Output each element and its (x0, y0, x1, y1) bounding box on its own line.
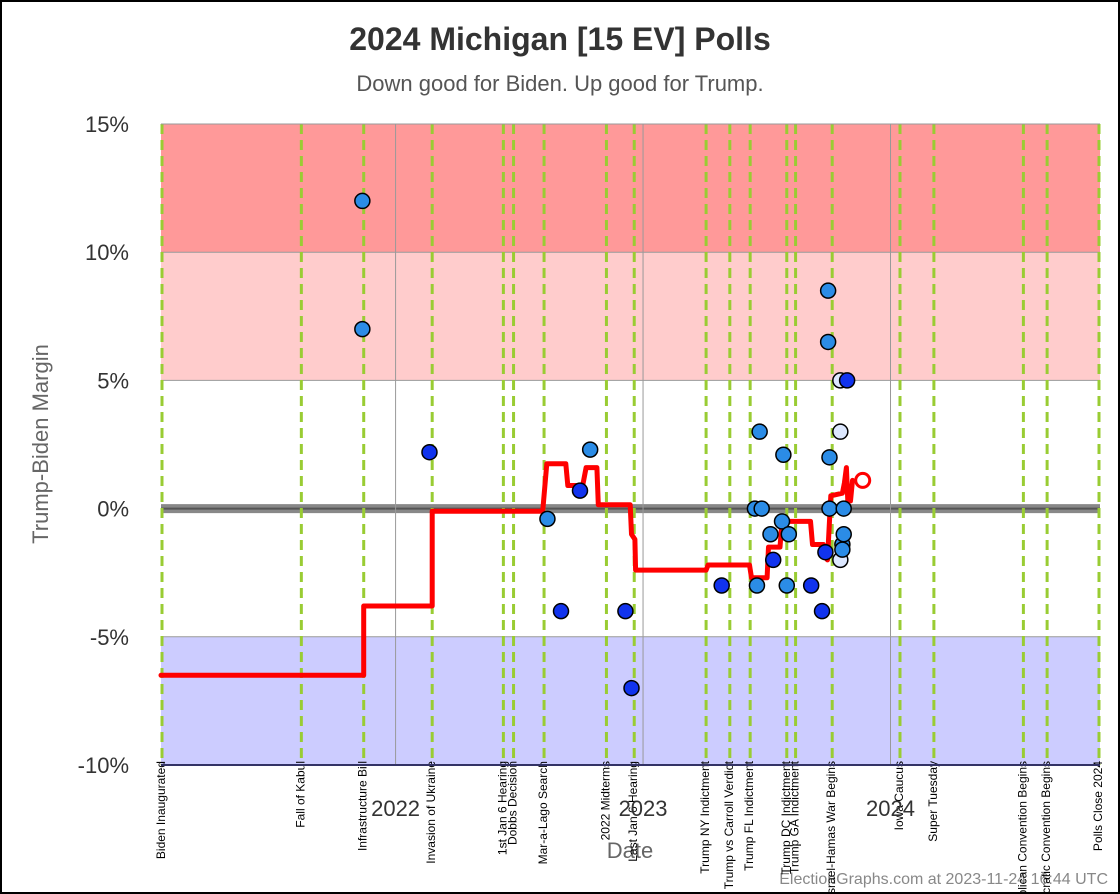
poll-point (751, 423, 768, 440)
y-tick-label: -5% (90, 625, 129, 650)
y-tick-label: -10% (78, 753, 129, 778)
y-tick-label: 0% (97, 497, 129, 522)
poll-point (713, 577, 730, 594)
poll-point (819, 282, 837, 299)
poll-point (802, 577, 820, 594)
margin-band (161, 124, 1100, 253)
poll-point (819, 333, 837, 351)
event-label: Mar-a-Lago Search (536, 761, 550, 864)
event-label: Fall of Kabul (293, 761, 307, 828)
y-tick-label: 5% (97, 368, 129, 393)
margin-band (161, 636, 1100, 765)
margin-bands (161, 124, 1100, 765)
poll-point (762, 525, 779, 543)
poll-point (581, 441, 599, 458)
event-label: Biden Inaugurated (154, 761, 168, 859)
event-label: 1st Jan 6 Hearing (495, 761, 509, 855)
poll-point (571, 482, 589, 499)
event-label: Trump DC Indictment (779, 760, 793, 874)
event-label: Democratic Convention Begins (1039, 761, 1053, 894)
axes: 15% 10% 5% 0% -5% -10% 2022 2023 2024 (78, 112, 1100, 821)
poll-point (835, 500, 852, 517)
poll-point (354, 320, 371, 338)
event-label: Trump FL Indictment (742, 760, 756, 870)
poll-point (838, 372, 856, 389)
event-label: 2022 Midterms (598, 761, 612, 840)
event-label: Super Tuesday (926, 761, 940, 842)
event-label: Trump NY Indictment (698, 760, 712, 873)
poll-point (539, 510, 556, 528)
event-label: Israel-Hamas War Begins (824, 761, 838, 894)
credit-text: ElectionGraphs.com at 2023-11-24 16:44 U… (779, 871, 1108, 888)
poll-points (354, 192, 856, 697)
event-label: Trump GA Indictment (788, 760, 802, 874)
event-lines: Biden Inaugurated Fall of Kabul Infrastruc… (154, 124, 1105, 894)
x-tick-label: 2022 (371, 796, 420, 821)
event-label: Polls Close 2024 (1091, 761, 1105, 851)
poll-point (753, 500, 770, 517)
event-label: Invasion of Ukraine (424, 761, 438, 864)
chart-subtitle: Down good for Biden. Up good for Trump. (356, 71, 763, 96)
poll-point (835, 525, 852, 543)
poll-point (821, 449, 838, 466)
chart-title: 2024 Michigan [15 EV] Polls (349, 21, 770, 57)
x-tick-label: 2024 (866, 796, 915, 821)
poll-point (780, 525, 798, 543)
poll-point (817, 543, 834, 561)
poll-point (813, 602, 831, 620)
x-tick-label: 2023 (619, 796, 668, 821)
event-label: Iowa Caucus (892, 761, 906, 830)
event-label: Last Jan 6 Hearing (626, 761, 640, 862)
poll-point (832, 423, 849, 440)
poll-point (748, 577, 766, 594)
poll-point (617, 602, 634, 620)
poll-point (773, 513, 791, 530)
margin-band (161, 252, 1100, 381)
y-axis-label: Trump-Biden Margin (28, 344, 53, 544)
poll-point (552, 602, 570, 620)
event-label: Infrastructure Bill (356, 761, 370, 851)
poll-point (834, 541, 851, 558)
y-tick-label: 10% (85, 240, 129, 265)
poll-point (821, 500, 838, 517)
event-label: Trump vs Carroll Verdict (722, 760, 736, 889)
poll-point (764, 551, 782, 569)
poll-point (354, 192, 371, 210)
x-axis-label: Date (607, 838, 653, 863)
poll-point (778, 577, 796, 594)
current-average-marker (854, 471, 872, 489)
poll-point (775, 446, 792, 464)
y-tick-label: 15% (85, 112, 129, 137)
event-label: Dobbs Decision (506, 761, 520, 845)
event-label: Republican Convention Begins (1015, 761, 1029, 894)
poll-point (421, 443, 438, 461)
poll-point (623, 679, 640, 697)
